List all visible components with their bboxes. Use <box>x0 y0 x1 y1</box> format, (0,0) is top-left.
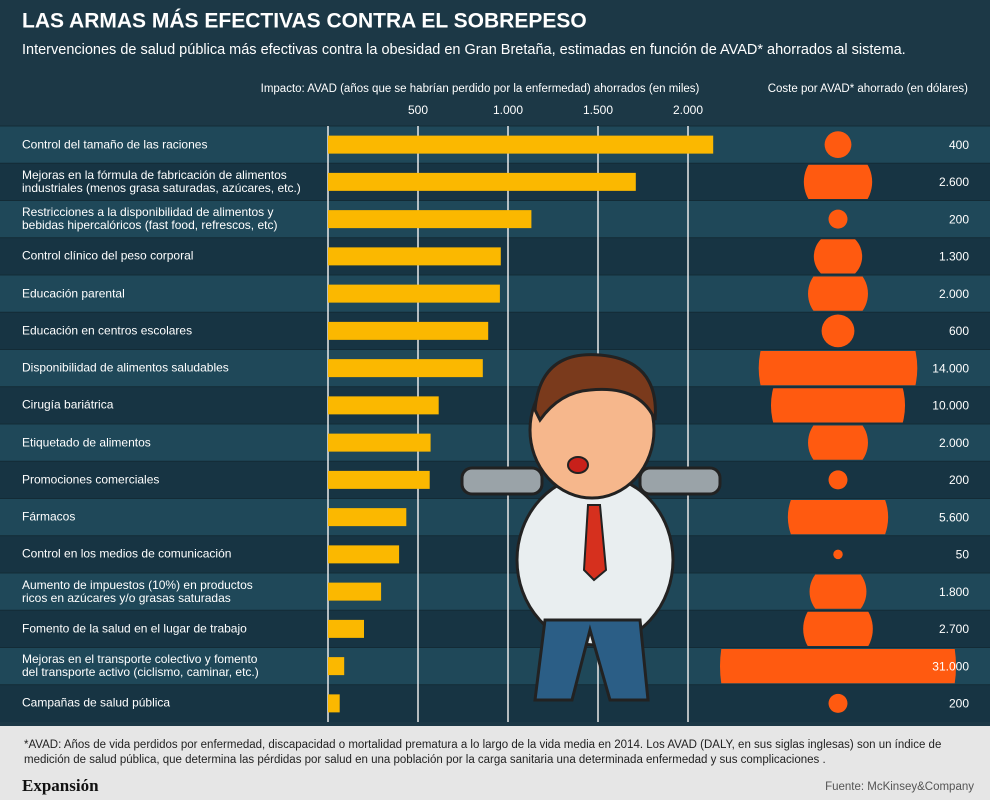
bar <box>328 321 489 340</box>
bar <box>328 396 439 415</box>
cost-label: 31.000 <box>932 659 969 673</box>
cost-circle <box>828 470 848 490</box>
category-label: Fármacos <box>22 509 76 524</box>
category-label: Control clínico del peso corporal <box>22 248 194 263</box>
cost-label: 2.000 <box>939 287 969 301</box>
category-label: Control del tamaño de las raciones <box>22 137 208 152</box>
bar <box>328 508 407 527</box>
category-label: Fomento de la salud en el lugar de traba… <box>22 621 247 636</box>
bar <box>328 359 483 378</box>
source: Fuente: McKinsey&Company <box>825 781 974 793</box>
category-label: Control en los medios de comunicación <box>22 546 232 561</box>
cost-circle <box>758 351 918 386</box>
bar <box>328 172 636 191</box>
chart-subtitle: Intervenciones de salud pública más efec… <box>22 42 906 58</box>
illustration <box>460 353 722 702</box>
cost-axis-title: Coste por AVAD* ahorrado (en dólares) <box>768 83 968 95</box>
category-label: Cirugía bariátrica <box>22 397 114 412</box>
bar <box>328 545 400 564</box>
bar <box>328 247 501 266</box>
cost-label: 2.000 <box>939 436 969 450</box>
cost-label: 5.600 <box>939 510 969 524</box>
cost-label: 200 <box>949 697 969 711</box>
cost-circle <box>813 239 863 274</box>
bar-axis-title: Impacto: AVAD (años que se habrían perdi… <box>261 83 700 95</box>
cost-circle <box>828 209 848 229</box>
cost-circle <box>787 500 889 535</box>
x-tick-label: 2.000 <box>673 103 703 117</box>
cost-label: 1.300 <box>939 250 969 264</box>
bar <box>328 210 532 229</box>
x-tick-label: 1.500 <box>583 103 613 117</box>
header-background <box>0 0 990 126</box>
cost-label: 10.000 <box>932 399 969 413</box>
category-label: Etiquetado de alimentos <box>22 435 151 450</box>
cost-circle <box>828 693 848 713</box>
bar <box>328 284 500 303</box>
row-background <box>0 535 990 573</box>
illustration-tie <box>582 504 608 582</box>
bar <box>328 619 364 638</box>
brand: Expansión <box>22 776 99 795</box>
cost-label: 400 <box>949 138 969 152</box>
cost-label: 2.600 <box>939 175 969 189</box>
illustration-mouth <box>567 456 589 474</box>
cost-circle <box>720 649 956 684</box>
cost-label: 600 <box>949 324 969 338</box>
cost-circle <box>833 549 843 560</box>
footnote: *AVAD: Años de vida perdidos por enferme… <box>24 739 942 766</box>
bar <box>328 135 714 154</box>
cost-circle <box>803 611 873 646</box>
cost-circle <box>821 314 855 348</box>
cost-circle <box>803 164 873 199</box>
cost-label: 200 <box>949 212 969 226</box>
illustration-dumbbell <box>460 466 544 496</box>
cost-label: 200 <box>949 473 969 487</box>
category-label: Mejoras en la fórmula de fabricación de … <box>22 167 301 195</box>
category-label: Restricciones a la disponibilidad de ali… <box>22 205 278 233</box>
cost-label: 14.000 <box>932 361 969 375</box>
cost-label: 1.800 <box>939 585 969 599</box>
cost-circle <box>808 276 868 311</box>
category-label: Promociones comerciales <box>22 472 160 487</box>
cost-circle <box>808 425 868 460</box>
bar <box>328 657 345 676</box>
bar <box>328 433 431 452</box>
cost-circle <box>771 388 905 423</box>
chart-title: LAS ARMAS MÁS EFECTIVAS CONTRA EL SOBREP… <box>22 10 587 33</box>
row-background <box>0 684 990 722</box>
x-tick-label: 1.000 <box>493 103 523 117</box>
category-label: Aumento de impuestos (10%) en productos … <box>22 577 253 605</box>
category-label: Disponibilidad de alimentos saludables <box>22 360 229 375</box>
cost-label: 50 <box>956 548 970 562</box>
illustration-dumbbell <box>638 466 722 496</box>
category-label: Educación en centros escolares <box>22 323 193 338</box>
bar <box>328 470 430 489</box>
bar <box>328 694 340 713</box>
bar <box>328 582 382 601</box>
cost-circle <box>809 574 867 609</box>
footer-background <box>0 726 990 800</box>
x-tick-label: 500 <box>408 103 428 117</box>
cost-label: 2.700 <box>939 622 969 636</box>
category-label: Educación parental <box>22 286 125 301</box>
illustration-hair <box>533 353 657 423</box>
category-label: Campañas de salud pública <box>22 695 171 710</box>
cost-circle <box>824 131 852 159</box>
illustration-legs <box>533 618 650 702</box>
category-label: Mejoras en el transporte colectivo y fom… <box>22 652 259 680</box>
